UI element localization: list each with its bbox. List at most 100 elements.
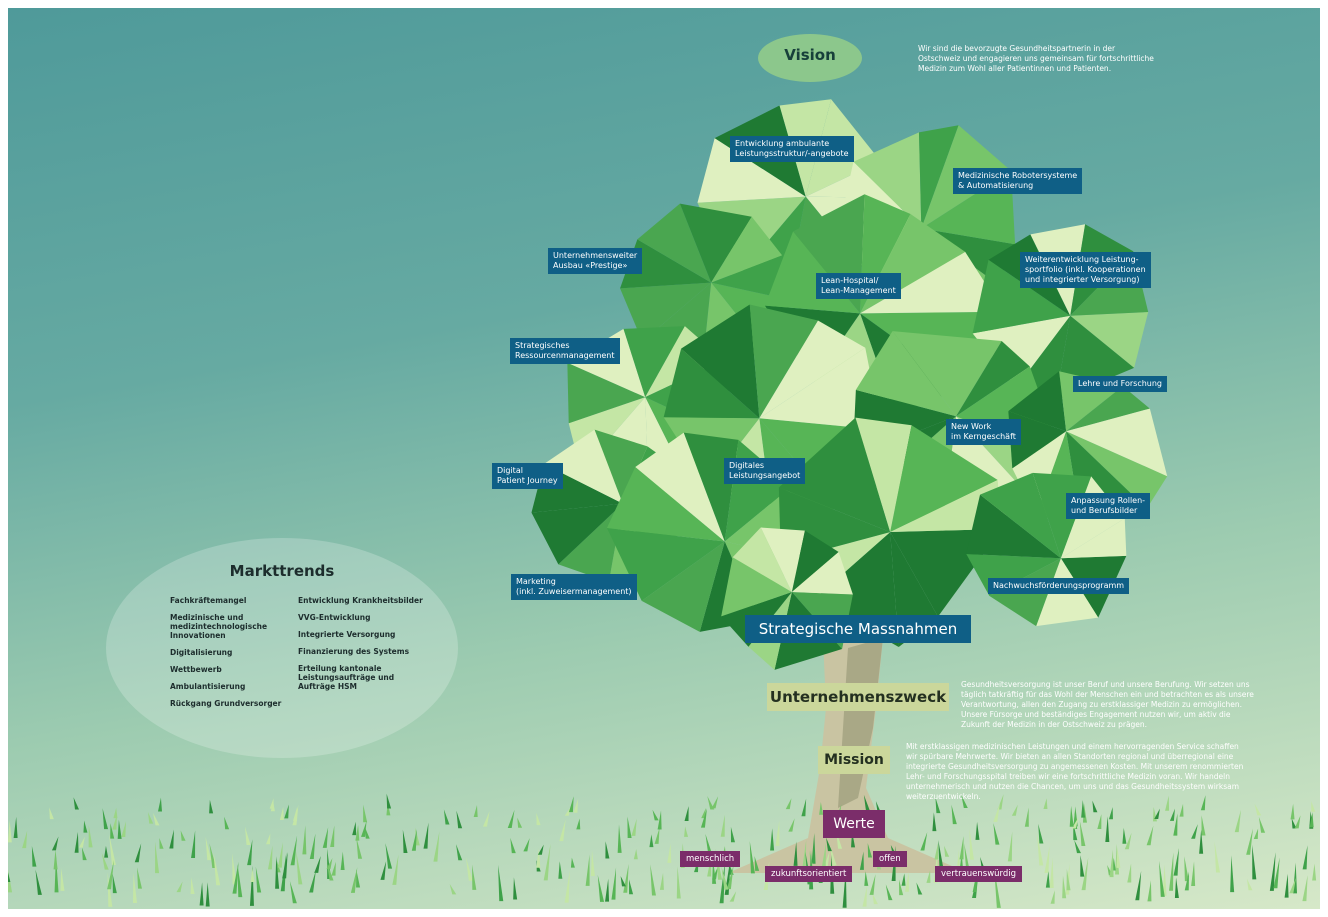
grass-blade xyxy=(1255,804,1262,815)
measure: Digitales Leistungsangebot xyxy=(724,458,805,484)
grass-blade xyxy=(291,836,298,866)
grass-blade xyxy=(310,834,316,859)
grass-blade xyxy=(934,843,938,859)
value-tag: offen xyxy=(873,851,907,867)
grass-blade xyxy=(1135,871,1141,900)
grass-blade xyxy=(634,849,638,859)
grass-blade xyxy=(1169,852,1173,890)
grass-blade xyxy=(135,843,141,862)
grass-blade xyxy=(296,851,302,884)
grass-blade xyxy=(1050,858,1054,888)
grass-blade xyxy=(206,882,210,906)
grass-blade xyxy=(1303,845,1308,869)
grass-blade xyxy=(200,882,204,905)
grass-blade xyxy=(35,869,41,894)
grass-blade xyxy=(251,868,255,882)
grass-blade xyxy=(275,856,279,888)
grass-blade xyxy=(905,872,909,892)
grass-blade xyxy=(523,838,529,851)
measure: Lean-Hospital/ Lean-Management xyxy=(816,273,901,299)
grass-blade xyxy=(1110,849,1114,877)
grass-blade xyxy=(89,825,93,847)
grass-blade xyxy=(517,818,522,828)
grass-blade xyxy=(498,865,503,901)
grass-blade xyxy=(1302,875,1307,901)
grass-blade xyxy=(863,886,867,907)
grass-blade xyxy=(1291,804,1295,820)
grass-blade xyxy=(1062,876,1066,899)
grass-blade xyxy=(60,868,64,891)
grass-blade xyxy=(302,825,306,854)
grass-blade xyxy=(932,812,936,831)
grass-blade xyxy=(1122,828,1126,844)
grass-blade xyxy=(975,822,979,840)
grass-blade xyxy=(356,838,362,859)
grass-blade xyxy=(466,858,473,881)
grass-blade xyxy=(571,858,575,868)
grass-blade xyxy=(536,813,540,825)
grass-blade xyxy=(631,819,636,836)
grass-blade xyxy=(22,831,27,848)
grass-blade xyxy=(14,817,18,838)
grass-blade xyxy=(684,826,688,837)
grass-blade xyxy=(1191,861,1195,886)
measure: Marketing (inkl. Zuweisermanagement) xyxy=(511,574,637,600)
grass-blade xyxy=(74,797,79,809)
grass-blade xyxy=(245,827,251,845)
grass-blade xyxy=(213,852,220,885)
grass-blade xyxy=(605,841,609,858)
grass-blade xyxy=(290,881,297,903)
grass-blade xyxy=(191,830,195,857)
grass-blade xyxy=(456,811,462,829)
mission-text: Mit erstklassigen medizinischen Leistung… xyxy=(906,742,1251,802)
measure: Unternehmensweiter Ausbau «Prestige» xyxy=(548,248,642,274)
grass-blade xyxy=(667,843,671,862)
value-tag: vertrauenswürdig xyxy=(935,866,1022,882)
grass-blade xyxy=(75,832,79,853)
grass-blade xyxy=(352,822,356,835)
grass-blade xyxy=(209,800,213,814)
grass-blade xyxy=(1147,826,1154,846)
grass-blade xyxy=(536,848,540,867)
grass-blade xyxy=(1025,808,1029,827)
trend: Integrierte Versorgung xyxy=(298,630,428,639)
grass-blade xyxy=(685,806,689,821)
grass-blade xyxy=(474,805,478,817)
grass-blade xyxy=(113,874,117,893)
grass-blade xyxy=(870,874,876,895)
trend: Fachkräftemangel xyxy=(170,596,290,605)
trend: Ambulantisierung xyxy=(170,682,290,691)
grass-blade xyxy=(266,833,270,844)
grass-blade xyxy=(1259,817,1265,833)
trend: Rückgang Grundversorger xyxy=(170,699,290,708)
grass-blade xyxy=(655,828,660,844)
grass-blade xyxy=(1191,824,1198,839)
grass-blade xyxy=(118,820,122,839)
grass-blade xyxy=(148,812,153,824)
grass-blade xyxy=(1051,890,1055,903)
trends-right: Entwicklung Krankheitsbilder VVG-Entwick… xyxy=(298,596,428,699)
grass-blade xyxy=(565,870,570,902)
grass-blade xyxy=(433,831,439,861)
grass-blade xyxy=(103,808,109,829)
grass-blade xyxy=(472,865,476,890)
grass-blade xyxy=(920,832,927,850)
grass-blade xyxy=(1235,810,1241,832)
measure: Lehre und Forschung xyxy=(1073,376,1167,392)
grass-blade xyxy=(951,805,956,824)
measure: Medizinische Robotersysteme & Automatisi… xyxy=(953,168,1082,194)
grass-blade xyxy=(52,837,59,851)
grass-blade xyxy=(292,805,298,825)
page: Vision Wir sind die bevorzugte Gesundhei… xyxy=(0,0,1328,917)
trend: Medizinische und medizintechnologische I… xyxy=(170,613,290,640)
grass-blade xyxy=(1092,801,1097,813)
value-tag: menschlich xyxy=(680,851,740,867)
grass-blade xyxy=(330,825,334,847)
grass-blade xyxy=(618,824,622,852)
measure: Entwicklung ambulante Leistungsstruktur/… xyxy=(730,136,854,162)
grass-blade xyxy=(1246,829,1253,855)
purpose-text: Gesundheitsversorgung ist unser Beruf un… xyxy=(961,680,1261,730)
grass-blade xyxy=(1214,842,1220,873)
grass-blade xyxy=(181,831,186,841)
grass-blade xyxy=(1312,864,1316,881)
